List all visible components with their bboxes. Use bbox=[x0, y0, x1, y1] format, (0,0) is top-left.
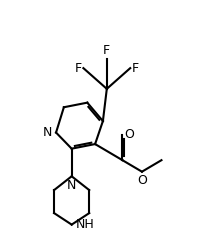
Text: N: N bbox=[67, 179, 76, 192]
Text: F: F bbox=[103, 44, 110, 57]
Text: O: O bbox=[137, 174, 147, 187]
Text: N: N bbox=[43, 126, 52, 139]
Text: NH: NH bbox=[76, 218, 94, 231]
Text: F: F bbox=[132, 62, 139, 75]
Text: O: O bbox=[124, 128, 134, 141]
Text: F: F bbox=[74, 62, 81, 75]
